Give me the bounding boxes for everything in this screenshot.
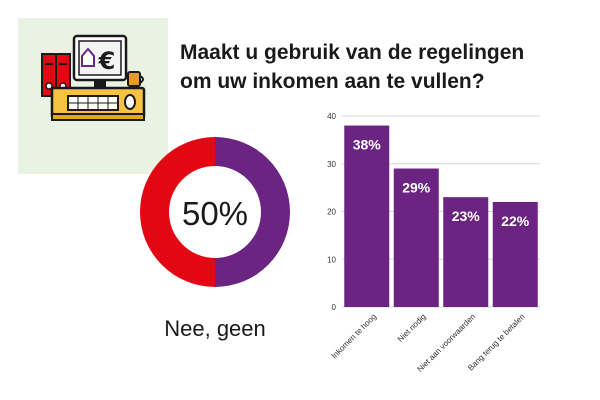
bar-value-label: 38% [353,137,382,153]
donut-value-label: 50% [182,195,248,232]
bar-chart: 0 10 20 30 40 38% Inkomen te hoog 29% Niet nodig… [327,112,540,374]
x-tick-label: Niet nodig [396,312,428,344]
x-tick-label: Inkomen te hoog [330,312,379,361]
donut-chart: 50% [140,137,290,287]
y-tick-label: 0 [332,303,337,312]
office-desk-computer-icon: € [41,34,146,121]
illustration-panel: € [18,18,168,174]
donut-segment-0 [215,137,290,287]
page-title: Maakt u gebruik van de regelingen om uw … [180,38,590,96]
bar-value-label: 23% [452,208,481,224]
donut-segment-1 [140,137,215,287]
bar [443,197,489,307]
currency-symbol: € [98,47,116,75]
x-tick-label: Bang terug te betalen [466,312,526,372]
bar-value-label: 22% [501,213,530,229]
y-tick-label: 40 [327,112,336,121]
bar-value-label: 29% [402,180,431,196]
bar [492,201,538,307]
donut-segments [140,137,290,287]
bar [393,168,439,307]
bar [344,125,390,307]
donut-caption: Nee, geen [164,316,266,341]
y-tick-label: 20 [327,208,336,217]
y-tick-label: 10 [327,255,336,264]
title-line-2: om uw inkomen aan te vullen? [180,70,485,93]
y-tick-label: 30 [327,160,336,169]
title-line-1: Maakt u gebruik van de regelingen [180,41,525,64]
